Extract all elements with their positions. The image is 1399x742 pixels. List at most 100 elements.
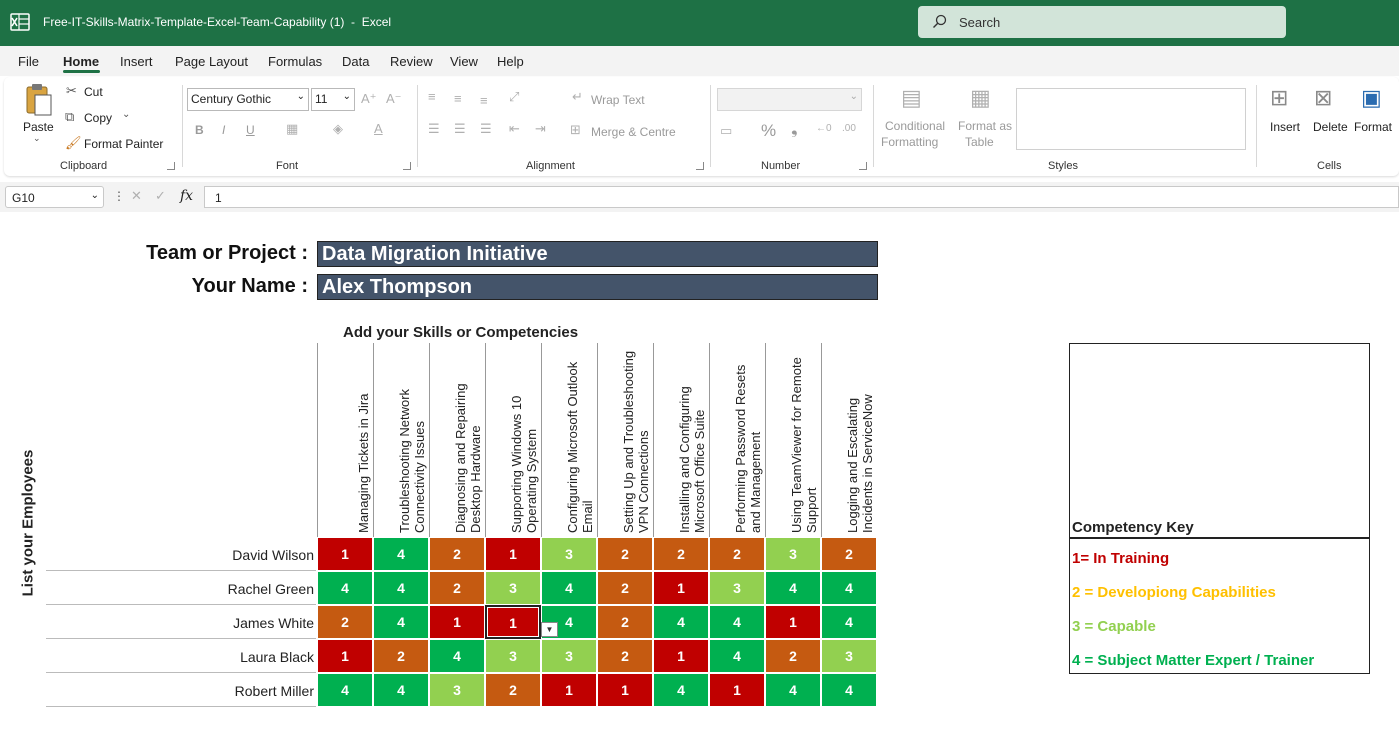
format-cells-icon[interactable]: ▣	[1361, 85, 1382, 110]
menu-home[interactable]: Home	[63, 54, 100, 69]
wrap-text-icon[interactable]: ↵	[572, 89, 583, 104]
score-cell[interactable]: 2	[597, 639, 653, 673]
font-launcher-icon[interactable]	[403, 162, 411, 170]
merge-icon[interactable]: ⊞	[570, 122, 581, 137]
format-as-label[interactable]: Format as	[958, 119, 1013, 133]
score-cell[interactable]: 4	[821, 571, 877, 605]
score-cell[interactable]: 4	[317, 571, 373, 605]
skill-header[interactable]: Using TeamViewer for Remote Support	[765, 343, 821, 537]
score-cell[interactable]: 2	[429, 571, 485, 605]
score-cell[interactable]: 3	[485, 571, 541, 605]
enter-icon[interactable]: ✓	[155, 188, 166, 203]
alignment-launcher-icon[interactable]	[696, 162, 704, 170]
score-cell[interactable]: 4	[373, 537, 429, 571]
percent-button[interactable]: %	[761, 121, 777, 140]
score-cell[interactable]: 4	[373, 673, 429, 707]
score-cell[interactable]: 4	[821, 605, 877, 639]
decrease-decimal-icon[interactable]: .00	[842, 123, 856, 134]
score-cell[interactable]: 1	[709, 673, 765, 707]
score-cell[interactable]: 4	[373, 571, 429, 605]
insert-button[interactable]: Insert	[1270, 120, 1301, 134]
score-cell[interactable]: 1	[485, 605, 541, 639]
align-right-icon[interactable]: ☰	[480, 121, 492, 136]
more-icon[interactable]: ⋮	[113, 189, 125, 203]
menu-page-layout[interactable]: Page Layout	[175, 54, 249, 69]
dropdown-arrow-icon[interactable]: ▼	[541, 622, 558, 637]
skill-header[interactable]: Troubleshooting Network Connectivity Iss…	[373, 343, 429, 537]
score-cell[interactable]: 1	[485, 537, 541, 571]
number-launcher-icon[interactable]	[859, 162, 867, 170]
font-size-select[interactable]: 11 ⌄	[311, 88, 355, 111]
team-value-cell[interactable]: Data Migration Initiative	[317, 241, 878, 267]
decrease-font-icon[interactable]: A⁻	[386, 91, 402, 106]
insert-function-button[interactable]: fx	[180, 188, 194, 204]
employee-name[interactable]: Robert Miller	[46, 673, 316, 707]
formula-input[interactable]: 1	[204, 186, 1399, 208]
format-as-table-icon[interactable]: ▦	[970, 85, 991, 110]
score-cell[interactable]: 1	[597, 673, 653, 707]
menu-review[interactable]: Review	[390, 54, 433, 69]
merge-centre-button[interactable]: Merge & Centre	[591, 125, 676, 139]
score-cell[interactable]: 2	[317, 605, 373, 639]
font-name-select[interactable]: Century Gothic ⌄	[187, 88, 309, 111]
search-box[interactable]: Search	[918, 6, 1286, 38]
name-value-cell[interactable]: Alex Thompson	[317, 274, 878, 300]
score-cell[interactable]: 3	[485, 639, 541, 673]
score-cell[interactable]: 4	[765, 571, 821, 605]
employee-name[interactable]: Rachel Green	[46, 571, 316, 605]
cell-styles-gallery[interactable]	[1016, 88, 1246, 150]
score-cell[interactable]: 1	[317, 639, 373, 673]
score-cell[interactable]: 4	[653, 673, 709, 707]
menu-file[interactable]: File	[18, 54, 39, 69]
skill-header[interactable]: Setting Up and Troubleshooting VPN Conne…	[597, 343, 653, 537]
score-cell[interactable]: 2	[373, 639, 429, 673]
score-cell[interactable]: 2	[765, 639, 821, 673]
conditional-label[interactable]: Conditional	[885, 119, 946, 133]
score-cell[interactable]: 3	[765, 537, 821, 571]
skill-header[interactable]: Installing and Configuring Microsoft Off…	[653, 343, 709, 537]
menu-data[interactable]: Data	[342, 54, 370, 69]
score-cell[interactable]: 2	[429, 537, 485, 571]
bold-button[interactable]: B	[195, 123, 204, 137]
underline-button[interactable]: U	[246, 123, 255, 137]
score-cell[interactable]: 2	[709, 537, 765, 571]
employee-name[interactable]: Laura Black	[46, 639, 316, 673]
chevron-down-icon[interactable]: ⌄	[122, 109, 131, 120]
score-cell[interactable]: 1	[653, 571, 709, 605]
increase-decimal-icon[interactable]: ←0	[816, 123, 832, 134]
score-cell[interactable]: 4	[429, 639, 485, 673]
skill-header[interactable]: Performing Password Resets and Managemen…	[709, 343, 765, 537]
format-button[interactable]: Format	[1354, 120, 1393, 134]
score-cell[interactable]: 1	[317, 537, 373, 571]
menu-insert[interactable]: Insert	[120, 54, 153, 69]
menu-formulas[interactable]: Formulas	[268, 54, 323, 69]
score-cell[interactable]: 4	[317, 673, 373, 707]
formatting-label[interactable]: Formatting	[881, 135, 939, 149]
name-box[interactable]: G10 ⌄	[5, 186, 104, 208]
delete-cells-icon[interactable]: ⊠	[1314, 85, 1333, 110]
score-cell[interactable]: 3	[429, 673, 485, 707]
score-cell[interactable]: 2	[597, 571, 653, 605]
align-middle-icon[interactable]: ≡	[454, 91, 462, 106]
score-cell[interactable]: 4	[541, 571, 597, 605]
increase-indent-icon[interactable]: ⇥	[535, 121, 546, 136]
score-cell[interactable]: 4	[821, 673, 877, 707]
score-cell[interactable]: 1	[429, 605, 485, 639]
score-cell[interactable]: 2	[597, 537, 653, 571]
score-cell[interactable]: 1	[653, 639, 709, 673]
conditional-formatting-icon[interactable]: ▤	[901, 85, 922, 110]
borders-icon[interactable]: ▦	[286, 121, 299, 136]
score-cell[interactable]: 4	[709, 605, 765, 639]
italic-button[interactable]: I	[222, 123, 226, 137]
score-cell[interactable]: 2	[821, 537, 877, 571]
currency-icon[interactable]: ▭	[720, 123, 733, 138]
comma-button[interactable]: ❟	[791, 119, 798, 138]
score-cell[interactable]: 4	[765, 673, 821, 707]
chevron-down-icon[interactable]: ⌄	[33, 133, 41, 143]
employee-name[interactable]: David Wilson	[46, 537, 316, 571]
score-cell[interactable]: 2	[485, 673, 541, 707]
align-center-icon[interactable]: ☰	[454, 121, 466, 136]
employee-name[interactable]: James White	[46, 605, 316, 639]
skill-header[interactable]: Supporting Windows 10 Operating System	[485, 343, 541, 537]
score-cell[interactable]: 3	[541, 537, 597, 571]
